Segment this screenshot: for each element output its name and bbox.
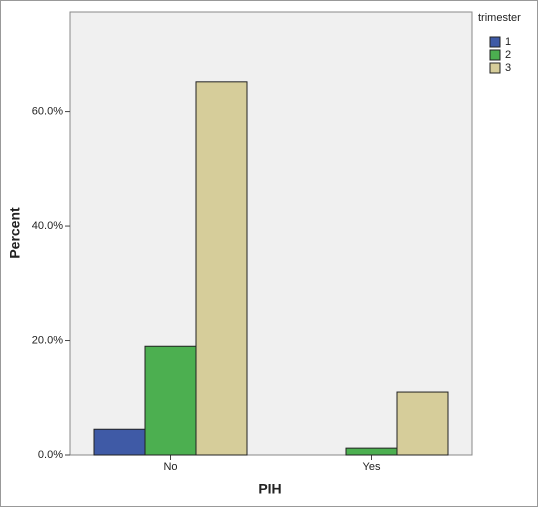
y-tick-label: 0.0%: [38, 449, 63, 461]
legend-swatch: [489, 36, 501, 48]
x-axis-title: PIH: [258, 481, 281, 497]
y-axis-title: Percent: [7, 207, 23, 259]
y-tick-label: 60.0%: [32, 105, 63, 117]
bar: [396, 391, 449, 456]
legend-swatch: [489, 49, 501, 61]
legend-label: 2: [505, 49, 511, 61]
plot-area: [69, 11, 473, 456]
bar: [93, 428, 146, 456]
x-tick-label: Yes: [363, 461, 381, 473]
legend-label: 3: [505, 62, 511, 74]
y-tick-label: 20.0%: [32, 334, 63, 346]
bar: [195, 81, 248, 456]
legend-title: trimester: [478, 12, 521, 24]
x-tick-label: No: [163, 461, 177, 473]
legend-swatch: [489, 62, 501, 74]
legend-label: 1: [505, 36, 511, 48]
bar: [144, 345, 197, 456]
bar: [345, 447, 398, 456]
y-tick-label: 40.0%: [32, 220, 63, 232]
